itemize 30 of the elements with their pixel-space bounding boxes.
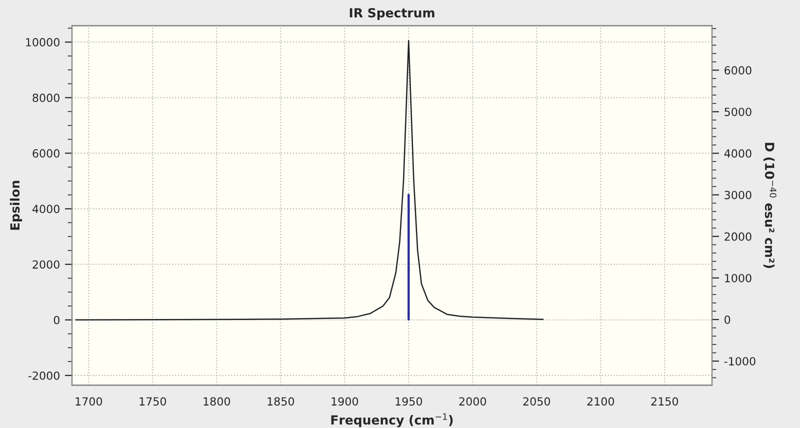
x-tick-label: 1700 <box>76 397 102 406</box>
y-tick-label: 8000 <box>32 94 60 102</box>
y2-tick-label: -1000 <box>724 357 756 366</box>
y-tick-label: -2000 <box>28 371 60 380</box>
y2-tick-label: 6000 <box>724 66 752 75</box>
y2-tick-label: 3000 <box>724 190 752 200</box>
x-tick-label: 1750 <box>140 397 166 406</box>
x-axis-title: Frequency (cm$^{−1}$) <box>331 413 453 428</box>
y-tick-label: 0 <box>54 316 60 324</box>
y2-tick-label: 1000 <box>725 274 752 282</box>
y-tick-label: 4000 <box>32 204 60 214</box>
y2-tick-label: 0 <box>724 316 730 324</box>
chart-title: IR Spectrum <box>350 8 434 20</box>
y-axis-title: Epsilon <box>10 180 22 230</box>
x-tick-label: 2150 <box>651 397 678 406</box>
x-tick-label: 2000 <box>459 397 486 406</box>
x-tick-label: 2100 <box>587 397 614 406</box>
y-tick-label: 2000 <box>32 260 60 269</box>
y-tick-label: 10000 <box>26 38 60 46</box>
y2-axis-title: D (10$^{−40}$ esu² cm²) <box>763 142 776 268</box>
x-tick-label: 2050 <box>523 397 550 406</box>
y2-tick-label: 4000 <box>724 149 752 158</box>
y2-tick-label: 2000 <box>724 232 752 241</box>
y2-tick-label: 5000 <box>724 108 752 116</box>
x-tick-label: 1950 <box>396 397 422 406</box>
x-tick-label: 1800 <box>204 397 230 406</box>
line-series <box>75 40 544 321</box>
y-tick-label: 6000 <box>32 149 60 158</box>
x-tick-label: 1900 <box>332 397 358 406</box>
x-tick-label: 1850 <box>268 397 294 406</box>
